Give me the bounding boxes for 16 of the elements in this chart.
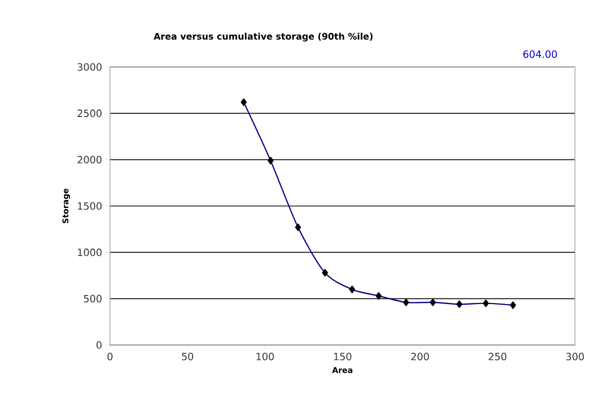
text: 604.00 xyxy=(523,50,557,58)
y-tick-label: 0 xyxy=(96,341,102,349)
y-tick-label: 3000 xyxy=(78,63,102,71)
x-tick-label: 300 xyxy=(566,352,584,360)
y-tick-label: 1500 xyxy=(78,202,102,210)
y-tick-label: 2000 xyxy=(78,156,102,164)
x-tick-label: 150 xyxy=(334,352,352,360)
y-tick-label: 500 xyxy=(84,294,102,302)
y-tick-label: 2500 xyxy=(78,110,102,118)
chart-title: Area versus cumulative storage (90th %ile) xyxy=(154,32,373,42)
x-tick-label: 250 xyxy=(488,352,506,360)
y-tick-label: 1000 xyxy=(78,248,102,256)
x-tick-label: 50 xyxy=(182,352,194,360)
x-tick-label: 200 xyxy=(411,352,429,360)
x-tick-label: 100 xyxy=(256,352,274,360)
x-tick-label: 0 xyxy=(107,352,113,360)
